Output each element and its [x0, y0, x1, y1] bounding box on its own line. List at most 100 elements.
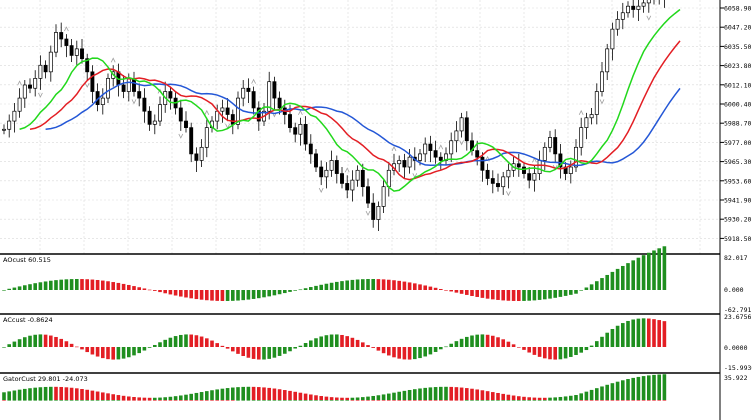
gator-bar-lower	[277, 400, 282, 401]
gator-bar-upper	[163, 397, 167, 400]
gator-bar-lower	[652, 400, 656, 401]
ao-bar	[257, 290, 261, 299]
gator-bar-lower	[59, 400, 63, 401]
ao-bar	[662, 246, 667, 290]
ac-bar	[257, 347, 261, 360]
ao-bar	[199, 290, 204, 300]
ac-bar	[626, 320, 630, 347]
gator-bar-upper	[402, 390, 407, 400]
candle-body	[449, 140, 454, 155]
fractal-down-marker	[178, 133, 184, 139]
ao-bar	[38, 282, 43, 290]
ac-bar	[563, 347, 568, 359]
gator-bar-upper	[615, 381, 620, 400]
ao-bar	[309, 287, 313, 290]
ao-bar	[101, 280, 105, 290]
ac-bar	[85, 347, 89, 353]
ao-bar	[506, 290, 511, 301]
gator-bar-lower	[210, 400, 214, 401]
gator-bar-upper	[423, 387, 427, 400]
gator-bar-upper	[272, 388, 277, 400]
gator-bar-upper	[12, 390, 17, 400]
gator-bar-upper	[621, 380, 625, 400]
ao-bar	[95, 279, 100, 290]
gator-bar-upper	[147, 397, 152, 400]
candle-body	[355, 169, 360, 181]
ac-bar	[210, 340, 214, 347]
gator-bar-upper	[657, 374, 661, 400]
candle-body	[376, 206, 381, 220]
gator-bar-upper	[563, 396, 568, 400]
gator-bar-upper	[257, 387, 261, 400]
gator-bar-lower	[631, 400, 635, 401]
gator-bar-upper	[194, 392, 199, 400]
gator-bar-lower	[444, 400, 448, 401]
gator-bar-lower	[283, 400, 287, 401]
gator-bar-upper	[569, 395, 573, 400]
ac-histogram	[2, 318, 667, 360]
ao-bar	[615, 268, 620, 290]
ac-bar	[491, 335, 495, 347]
candle-body	[584, 117, 589, 128]
ao-bar	[454, 290, 459, 293]
ao-bar	[366, 279, 370, 290]
ao-bar	[631, 260, 635, 290]
candle-body	[74, 48, 79, 56]
ao-bar	[485, 290, 490, 299]
candle-body	[605, 48, 610, 73]
ao-bar	[314, 285, 318, 290]
ac-bar	[371, 347, 375, 348]
gator-bar-upper	[298, 392, 303, 400]
ao-bar	[465, 290, 469, 295]
ac-bar	[205, 338, 209, 347]
gator-pane[interactable]: GatorCust 29.801 -24.073 35.922	[2, 374, 748, 401]
ac-pane[interactable]: ACcust -0.8624 23.6756 0.0000 -15.9930	[2, 313, 752, 372]
fractal-down-marker	[38, 92, 43, 98]
ao-bar	[636, 257, 641, 290]
gator-bar-lower	[142, 400, 147, 401]
ao-bar	[283, 290, 287, 294]
gator-bar-lower	[116, 400, 121, 401]
gator-bar-lower	[501, 400, 505, 401]
ao-bar	[64, 279, 69, 290]
gator-bar-lower	[225, 400, 230, 401]
ac-bar	[392, 347, 396, 358]
ao-bar	[626, 263, 630, 290]
ao-bar	[147, 289, 152, 291]
price-chart-area[interactable]	[2, 0, 681, 232]
candle-body	[314, 153, 318, 168]
gator-bar-lower	[147, 400, 152, 401]
ac-bar	[657, 320, 661, 347]
candle-body	[277, 97, 282, 109]
fractal-down-marker	[365, 210, 371, 216]
ao-bar	[127, 284, 131, 290]
ao-bar	[433, 287, 438, 290]
ao-bar	[449, 290, 453, 292]
candle-body	[485, 169, 490, 179]
ao-pane[interactable]: AOcust 60.515 82.017 0.000 -62.791	[2, 246, 751, 314]
candle-body	[480, 156, 485, 171]
price-scale: 6058.90 6047.20 6035.50 6023.80 6012.10 6000.…	[719, 0, 751, 420]
gator-bar-lower	[574, 400, 578, 401]
gator-bar-lower	[199, 400, 204, 401]
candle-body	[516, 163, 521, 168]
ao-bar	[532, 290, 537, 301]
gator-bar-upper	[652, 374, 656, 400]
candle-body	[438, 156, 443, 161]
ac-bar	[454, 341, 459, 347]
ao-bar	[158, 290, 162, 293]
gator-bar-lower	[470, 400, 474, 401]
candle-body	[142, 97, 147, 112]
candle-body	[631, 5, 636, 10]
gator-bar-upper	[605, 384, 609, 400]
ac-bar	[189, 334, 193, 347]
gator-bar-upper	[387, 393, 391, 400]
gator-bar-lower	[7, 400, 11, 401]
candle-body	[381, 186, 386, 207]
gator-bar-lower	[38, 400, 43, 401]
gator-histogram	[2, 374, 667, 401]
gator-bar-lower	[485, 400, 490, 401]
gator-bar-lower	[428, 400, 433, 401]
gator-bar-upper	[116, 395, 121, 400]
